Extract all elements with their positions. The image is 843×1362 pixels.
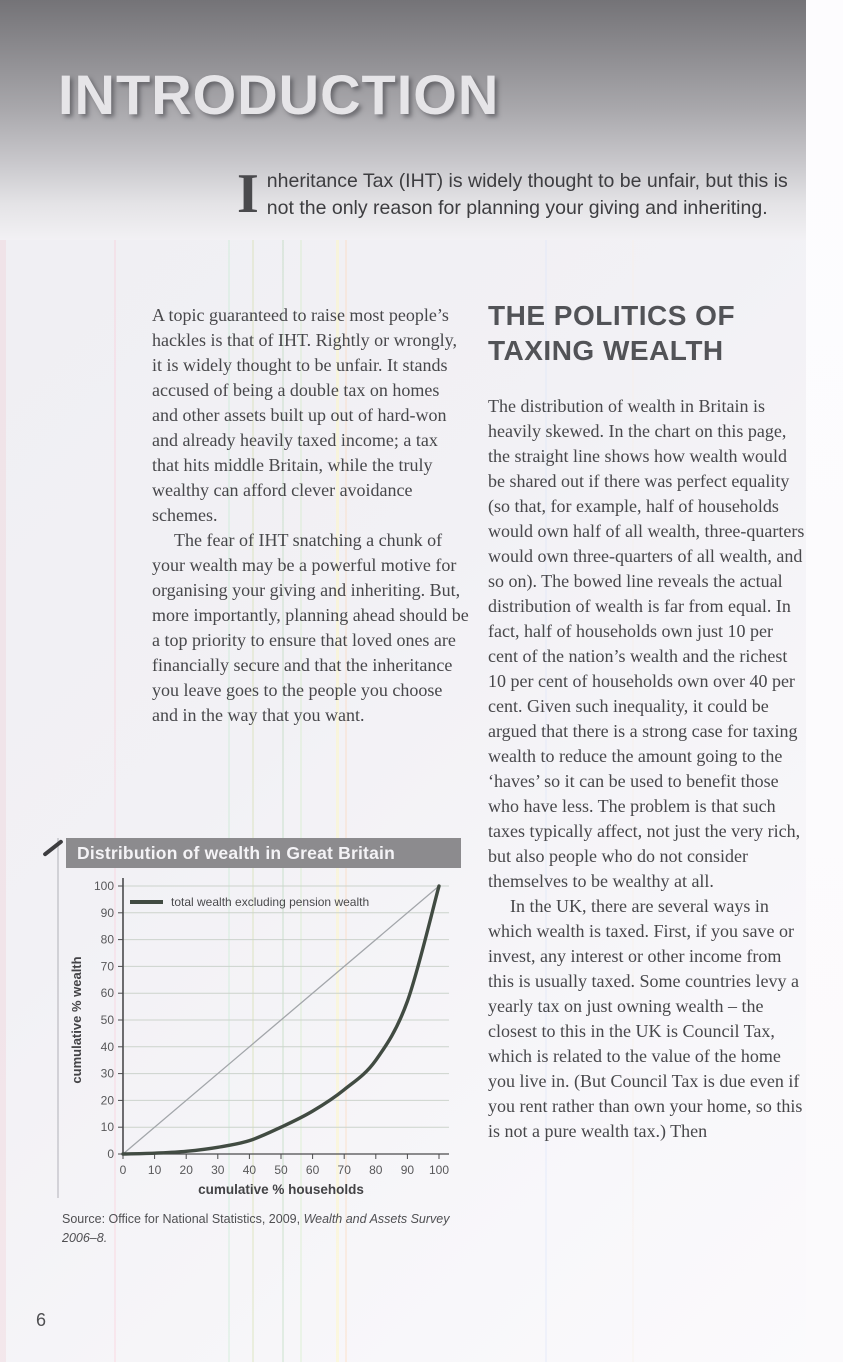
svg-text:100: 100 xyxy=(429,1163,449,1177)
svg-text:0: 0 xyxy=(107,1147,114,1161)
wealth-distribution-chart: Distribution of wealth in Great Britain … xyxy=(42,838,463,1210)
svg-text:10: 10 xyxy=(148,1163,162,1177)
equality-line xyxy=(122,885,440,1155)
legend-label: total wealth excluding pension wealth xyxy=(171,895,370,909)
svg-text:90: 90 xyxy=(101,906,115,920)
svg-text:10: 10 xyxy=(101,1120,115,1134)
pen-mark-artifact xyxy=(42,839,64,857)
body-paragraph: A topic guaranteed to raise most people’… xyxy=(152,305,457,525)
svg-text:30: 30 xyxy=(101,1067,115,1081)
tick-labels: 0 10 20 30 40 50 60 70 80 90 100 0 10 20 30 40 50 60 70 80 9… xyxy=(94,879,449,1177)
axes xyxy=(122,878,449,1155)
intro-text: nheritance Tax (IHT) is widely thought t… xyxy=(266,170,788,219)
svg-text:50: 50 xyxy=(101,1013,115,1027)
svg-text:100: 100 xyxy=(94,879,114,893)
svg-text:20: 20 xyxy=(101,1093,115,1107)
left-column: A topic guaranteed to raise most people’… xyxy=(152,303,469,728)
chart-title-bar: Distribution of wealth in Great Britain xyxy=(66,838,461,868)
right-column: THE POLITICS OF TAXING WEALTH The distri… xyxy=(488,298,807,1144)
svg-text:80: 80 xyxy=(369,1163,383,1177)
body-paragraph: In the UK, there are several ways in whi… xyxy=(488,896,803,1141)
svg-text:40: 40 xyxy=(101,1040,115,1054)
source-italic: Wealth and Assets Survey 2006–8. xyxy=(62,1212,450,1245)
svg-text:40: 40 xyxy=(243,1163,257,1177)
legend-line-swatch xyxy=(130,900,163,904)
lorenz-curve xyxy=(121,884,441,1156)
page-title: INTRODUCTION xyxy=(58,63,500,126)
svg-text:0: 0 xyxy=(120,1163,127,1177)
y-axis-label: cumulative % wealth xyxy=(69,956,84,1083)
svg-text:50: 50 xyxy=(274,1163,288,1177)
svg-text:80: 80 xyxy=(101,933,115,947)
svg-text:60: 60 xyxy=(306,1163,320,1177)
page-edge xyxy=(806,0,843,1362)
body-paragraph: The distribution of wealth in Britain is… xyxy=(488,396,805,891)
body-paragraph: The fear of IHT snatching a chunk of you… xyxy=(152,530,469,725)
source-prefix: Source: Office for National Statistics, … xyxy=(62,1212,304,1226)
svg-text:90: 90 xyxy=(401,1163,415,1177)
svg-text:60: 60 xyxy=(101,986,115,1000)
page-number: 6 xyxy=(36,1310,47,1330)
x-axis-label: cumulative % households xyxy=(198,1182,364,1197)
svg-text:70: 70 xyxy=(338,1163,352,1177)
gridlines xyxy=(123,885,449,1128)
chart-legend: total wealth excluding pension wealth xyxy=(130,895,369,909)
svg-text:20: 20 xyxy=(180,1163,194,1177)
svg-text:30: 30 xyxy=(211,1163,225,1177)
chart-source-note: Source: Office for National Statistics, … xyxy=(62,1210,462,1248)
lorenz-curve-plot: 0 10 20 30 40 50 60 70 80 90 100 0 10 20 30 40 50 60 70 80 9… xyxy=(69,878,449,1197)
dropcap-letter: I xyxy=(237,163,259,225)
section-heading: THE POLITICS OF TAXING WEALTH xyxy=(488,300,736,366)
svg-text:70: 70 xyxy=(101,959,115,973)
